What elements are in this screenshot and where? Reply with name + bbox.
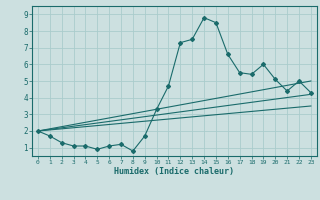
X-axis label: Humidex (Indice chaleur): Humidex (Indice chaleur) [115,167,234,176]
